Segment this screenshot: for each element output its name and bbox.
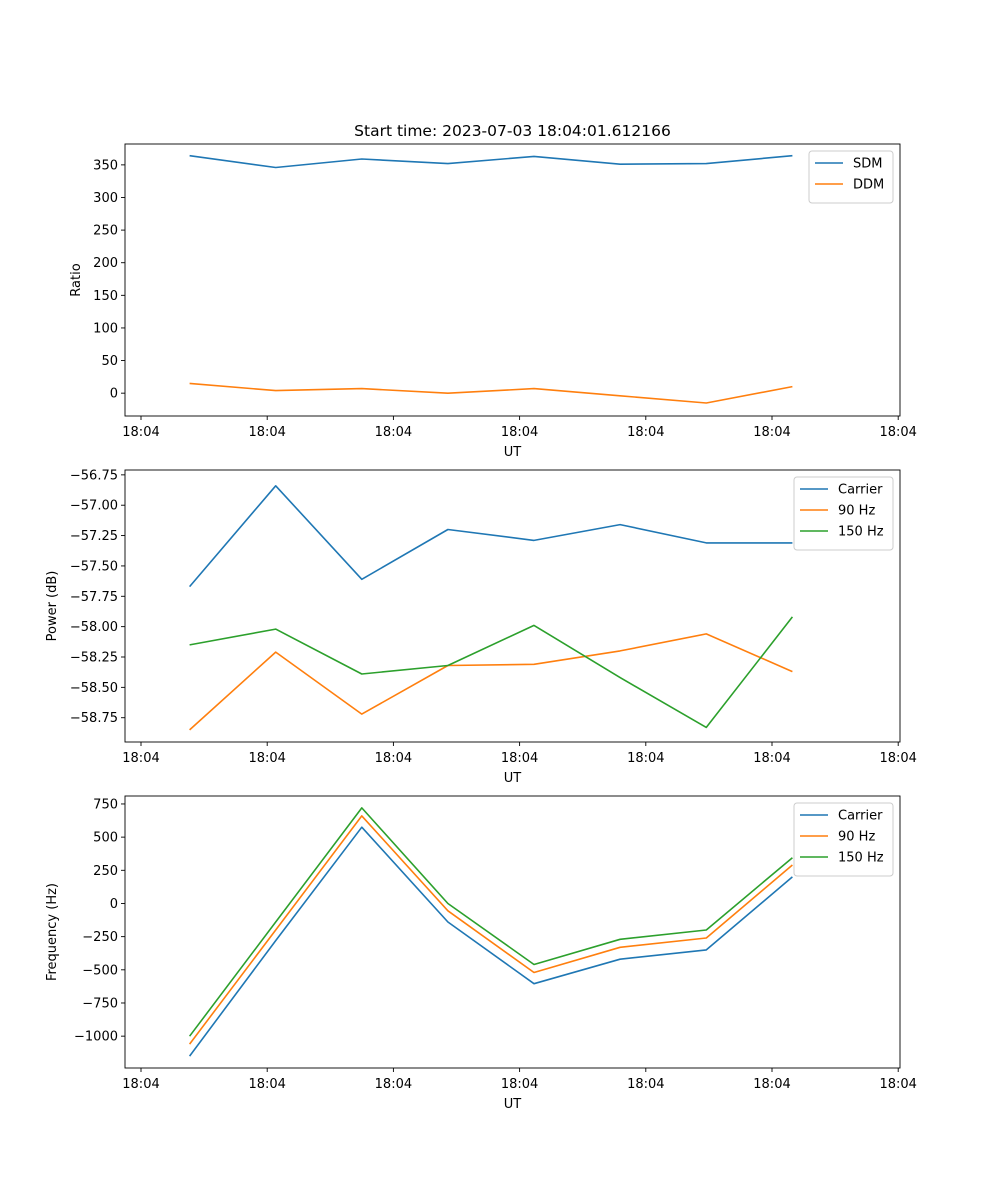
series-line-carrier bbox=[188, 826, 793, 1057]
series-line-150-hz bbox=[189, 616, 794, 729]
y-tick-label: −57.25 bbox=[70, 529, 118, 544]
axes-frame bbox=[124, 469, 901, 743]
legend: SDM DDM bbox=[808, 150, 894, 204]
x-tick-label: 18:04 bbox=[248, 425, 285, 440]
x-tick-label: 18:04 bbox=[879, 751, 916, 766]
legend-label: 90 Hz bbox=[838, 504, 875, 519]
y-tick-label: −750 bbox=[82, 996, 118, 1011]
y-tick-label: −500 bbox=[82, 963, 118, 978]
y-tick-label: −57.75 bbox=[70, 590, 118, 605]
y-tick-label: 0 bbox=[110, 897, 118, 912]
y-tick-label: 150 bbox=[93, 289, 118, 304]
series-line-carrier bbox=[188, 484, 793, 588]
y-tick-label: −58.25 bbox=[70, 651, 118, 666]
legend-label: 150 Hz bbox=[838, 851, 884, 866]
x-axis-label: UT bbox=[504, 1097, 522, 1112]
subplot-2: 18:0418:0418:0418:0418:0418:0418:0418:05… bbox=[45, 468, 917, 786]
x-tick-label: 18:04 bbox=[627, 425, 664, 440]
y-tick-label: −58.50 bbox=[70, 681, 118, 696]
figure-title: Start time: 2023-07-03 18:04:01.612166 bbox=[354, 122, 671, 140]
y-tick-label: 350 bbox=[93, 158, 118, 173]
x-tick-label: 18:04 bbox=[248, 751, 285, 766]
y-axis-label: Power (dB) bbox=[45, 571, 60, 642]
y-axis-label: Frequency (Hz) bbox=[45, 883, 60, 981]
y-tick-label: 0 bbox=[110, 387, 118, 402]
x-tick-label: 18:04 bbox=[627, 751, 664, 766]
x-tick-label: 18:04 bbox=[501, 751, 538, 766]
y-tick-label: −250 bbox=[82, 930, 118, 945]
x-tick-label: 18:04 bbox=[122, 1077, 159, 1092]
series-line-ddm bbox=[189, 382, 793, 404]
x-tick-label: 18:04 bbox=[122, 425, 159, 440]
legend-label: 90 Hz bbox=[838, 830, 875, 845]
y-tick-label: −1000 bbox=[74, 1030, 118, 1045]
x-axis-label: UT bbox=[504, 771, 522, 786]
legend-label: Carrier bbox=[838, 809, 883, 824]
legend-label: 150 Hz bbox=[838, 525, 884, 540]
y-tick-label: 250 bbox=[93, 224, 118, 239]
x-tick-label: 18:04 bbox=[753, 751, 790, 766]
x-tick-label: 18:04 bbox=[879, 1077, 916, 1092]
x-tick-label: 18:04 bbox=[753, 1077, 790, 1092]
y-tick-label: −58.00 bbox=[70, 620, 118, 635]
subplot-3: 18:0418:0418:0418:0418:0418:0418:0418:05… bbox=[45, 795, 917, 1112]
x-tick-label: 18:04 bbox=[375, 751, 412, 766]
x-tick-label: 18:04 bbox=[753, 425, 790, 440]
x-tick-label: 18:04 bbox=[627, 1077, 664, 1092]
axes-frame bbox=[124, 143, 901, 417]
series-line-150-hz bbox=[188, 807, 793, 1037]
series-line-90-hz bbox=[188, 815, 793, 1045]
x-tick-label: 18:04 bbox=[375, 425, 412, 440]
y-tick-label: 100 bbox=[93, 321, 118, 336]
axes-frame bbox=[124, 795, 901, 1069]
y-tick-label: −58.75 bbox=[70, 711, 118, 726]
y-tick-label: 300 bbox=[93, 191, 118, 206]
x-tick-label: 18:04 bbox=[122, 751, 159, 766]
legend: Carrier 90 Hz 150 Hz bbox=[793, 476, 894, 551]
x-tick-label: 18:04 bbox=[501, 1077, 538, 1092]
y-tick-label: 500 bbox=[93, 831, 118, 846]
y-axis-label: Ratio bbox=[69, 263, 84, 296]
x-tick-label: 18:04 bbox=[375, 1077, 412, 1092]
y-tick-label: 50 bbox=[101, 354, 118, 369]
legend-label: SDM bbox=[853, 157, 882, 172]
y-tick-label: 750 bbox=[93, 797, 118, 812]
x-tick-label: 18:04 bbox=[501, 425, 538, 440]
legend-box bbox=[808, 150, 894, 204]
series-line-90-hz bbox=[189, 633, 793, 731]
subplot-1: 18:0418:0418:0418:0418:0418:0418:0418:05… bbox=[69, 143, 917, 460]
y-tick-label: −57.50 bbox=[70, 559, 118, 574]
x-tick-label: 18:04 bbox=[879, 425, 916, 440]
x-axis-label: UT bbox=[504, 445, 522, 460]
y-tick-label: 250 bbox=[93, 864, 118, 879]
legend: Carrier 90 Hz 150 Hz bbox=[793, 802, 894, 877]
y-tick-label: −57.00 bbox=[70, 499, 118, 514]
legend-label: Carrier bbox=[838, 483, 883, 498]
legend-label: DDM bbox=[853, 178, 884, 193]
y-tick-label: 200 bbox=[93, 256, 118, 271]
series-line-sdm bbox=[189, 154, 793, 169]
x-tick-label: 18:04 bbox=[248, 1077, 285, 1092]
y-tick-label: −56.75 bbox=[70, 468, 118, 483]
